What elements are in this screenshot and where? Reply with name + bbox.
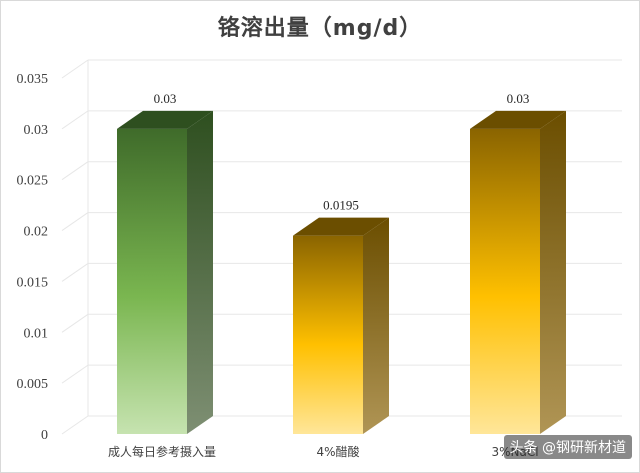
y-tick-label: 0.01	[24, 326, 49, 341]
bar-top	[293, 217, 389, 236]
data-label: 0.03	[507, 91, 530, 106]
y-tick-label: 0	[41, 428, 48, 443]
bar-top	[470, 110, 566, 129]
bar-front	[470, 128, 540, 434]
y-tick-label: 0.025	[17, 174, 49, 189]
bar-side	[187, 110, 213, 434]
gridline-depth	[61, 313, 89, 333]
data-labels: 0.03 0.0195 0.03	[154, 91, 530, 213]
chart-title: 铬溶出量（mg/d）	[217, 16, 423, 41]
y-tick-label: 0.03	[24, 123, 49, 138]
category-label: 4%醋酸	[316, 444, 359, 459]
bar-side	[540, 110, 566, 434]
y-tick-label: 0.015	[17, 275, 49, 290]
bar-side	[363, 217, 389, 434]
gridline-depth	[61, 161, 89, 181]
bars	[117, 110, 566, 434]
bar-top	[117, 110, 213, 129]
bar	[293, 217, 389, 434]
gridline-depth	[61, 415, 89, 435]
bar-front	[293, 235, 363, 434]
bar	[117, 110, 213, 434]
gridline-depth	[61, 263, 89, 282]
gridline-depth	[61, 110, 89, 130]
bar-front	[117, 128, 187, 434]
gridline-depth	[61, 364, 89, 384]
category-label: 成人每日参考摄入量	[108, 444, 216, 459]
gridline-depth	[61, 59, 89, 79]
watermark: 头条 @钢研新材道	[503, 435, 632, 459]
gridline-depth	[61, 212, 89, 231]
data-label: 0.0195	[323, 198, 359, 213]
y-tick-label: 0.02	[24, 225, 49, 240]
y-tick-label: 0.035	[17, 72, 49, 87]
y-axis-ticks: 0 0.005 0.01 0.015 0.02 0.025 0.03 0.035	[17, 72, 49, 443]
data-label: 0.03	[154, 91, 177, 106]
bar	[470, 110, 566, 434]
y-tick-label: 0.005	[17, 377, 49, 392]
